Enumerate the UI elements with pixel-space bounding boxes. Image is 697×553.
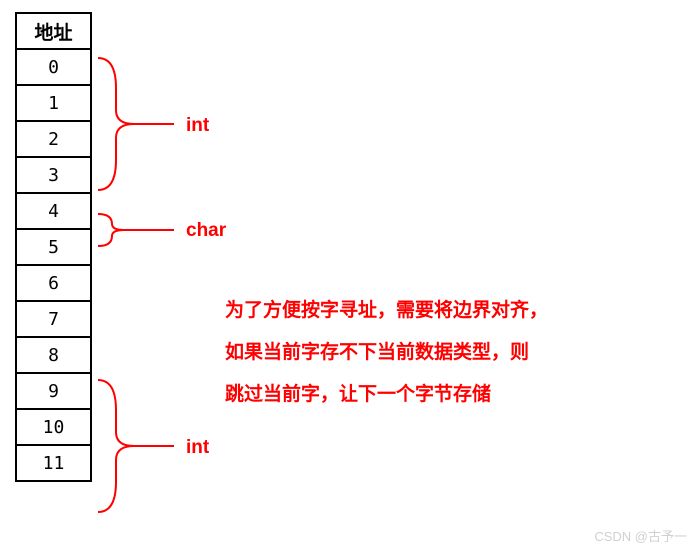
brace-icon — [94, 200, 164, 260]
table-row: 8 — [16, 337, 91, 373]
watermark: CSDN @古予一 — [594, 526, 687, 545]
table-header: 地址 — [16, 13, 91, 49]
brace-label-char: char — [186, 220, 226, 242]
table-row: 3 — [16, 157, 91, 193]
table-row: 2 — [16, 121, 91, 157]
brace-label-int-2: int — [186, 437, 209, 459]
table-row: 11 — [16, 445, 91, 481]
table-row: 0 — [16, 49, 91, 85]
brace-label-int-1: int — [186, 115, 209, 137]
explanation-line: 跳过当前字，让下一个字节存储 — [225, 374, 548, 416]
table-row: 4 — [16, 193, 91, 229]
address-table: 地址 0 1 2 3 4 5 6 7 8 9 10 11 — [15, 12, 92, 482]
brace-icon — [94, 376, 164, 516]
table-row: 10 — [16, 409, 91, 445]
table-row: 6 — [16, 265, 91, 301]
explanation-line: 为了方便按字寻址，需要将边界对齐， — [225, 290, 548, 332]
table-row: 7 — [16, 301, 91, 337]
table-row: 1 — [16, 85, 91, 121]
brace-icon — [94, 54, 164, 194]
explanation-line: 如果当前字存不下当前数据类型，则 — [225, 332, 548, 374]
table-row: 9 — [16, 373, 91, 409]
explanation-text: 为了方便按字寻址，需要将边界对齐， 如果当前字存不下当前数据类型，则 跳过当前字… — [225, 290, 548, 415]
table-row: 5 — [16, 229, 91, 265]
